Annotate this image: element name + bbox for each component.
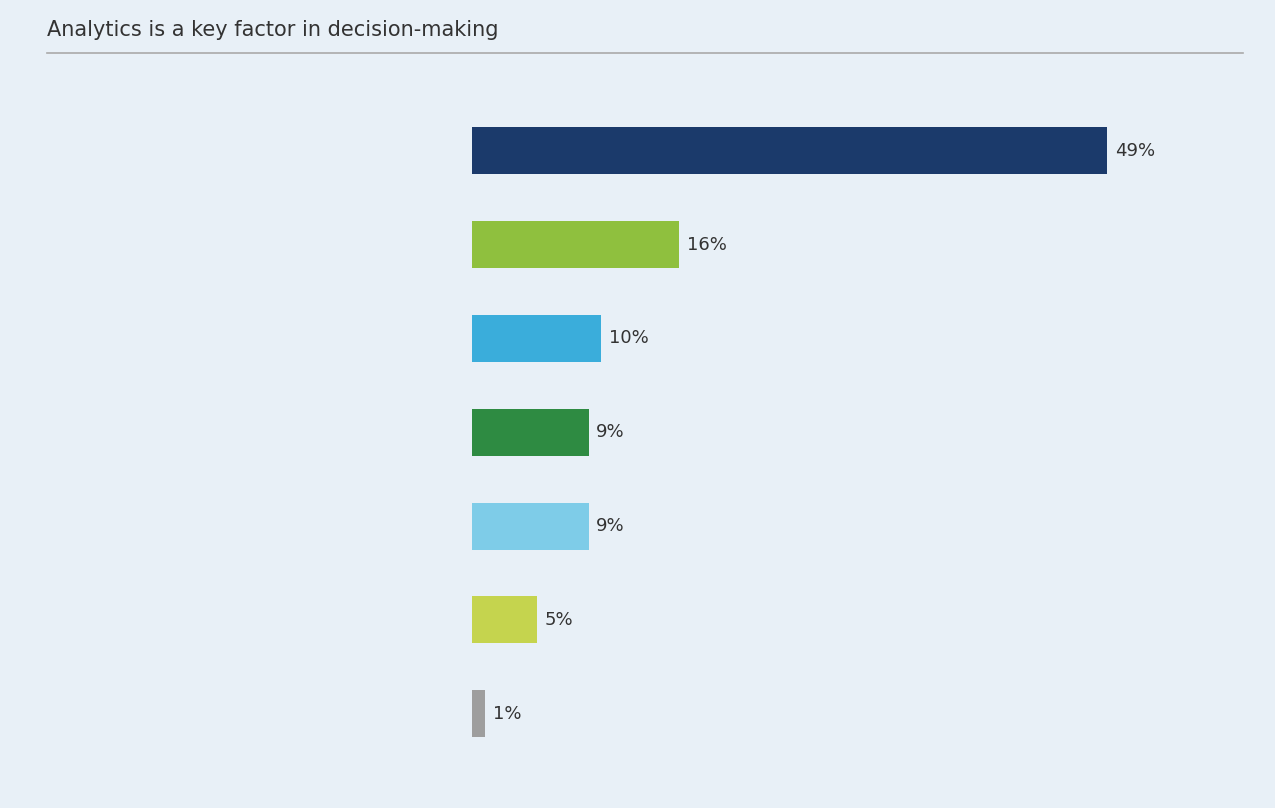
Bar [472, 221, 680, 268]
Bar [472, 315, 602, 362]
Bar [472, 596, 537, 643]
Text: 16%: 16% [687, 236, 727, 254]
Text: 5%: 5% [544, 611, 572, 629]
Bar [472, 128, 1108, 175]
Text: 9%: 9% [597, 423, 625, 441]
Text: Analytics is a key factor in decision-making: Analytics is a key factor in decision-ma… [47, 20, 499, 40]
Text: 1%: 1% [492, 705, 521, 722]
Bar [472, 503, 589, 549]
Bar [472, 690, 484, 737]
Bar [472, 409, 589, 456]
Text: 9%: 9% [597, 517, 625, 535]
Text: 49%: 49% [1116, 142, 1155, 160]
Text: 10%: 10% [609, 330, 649, 347]
